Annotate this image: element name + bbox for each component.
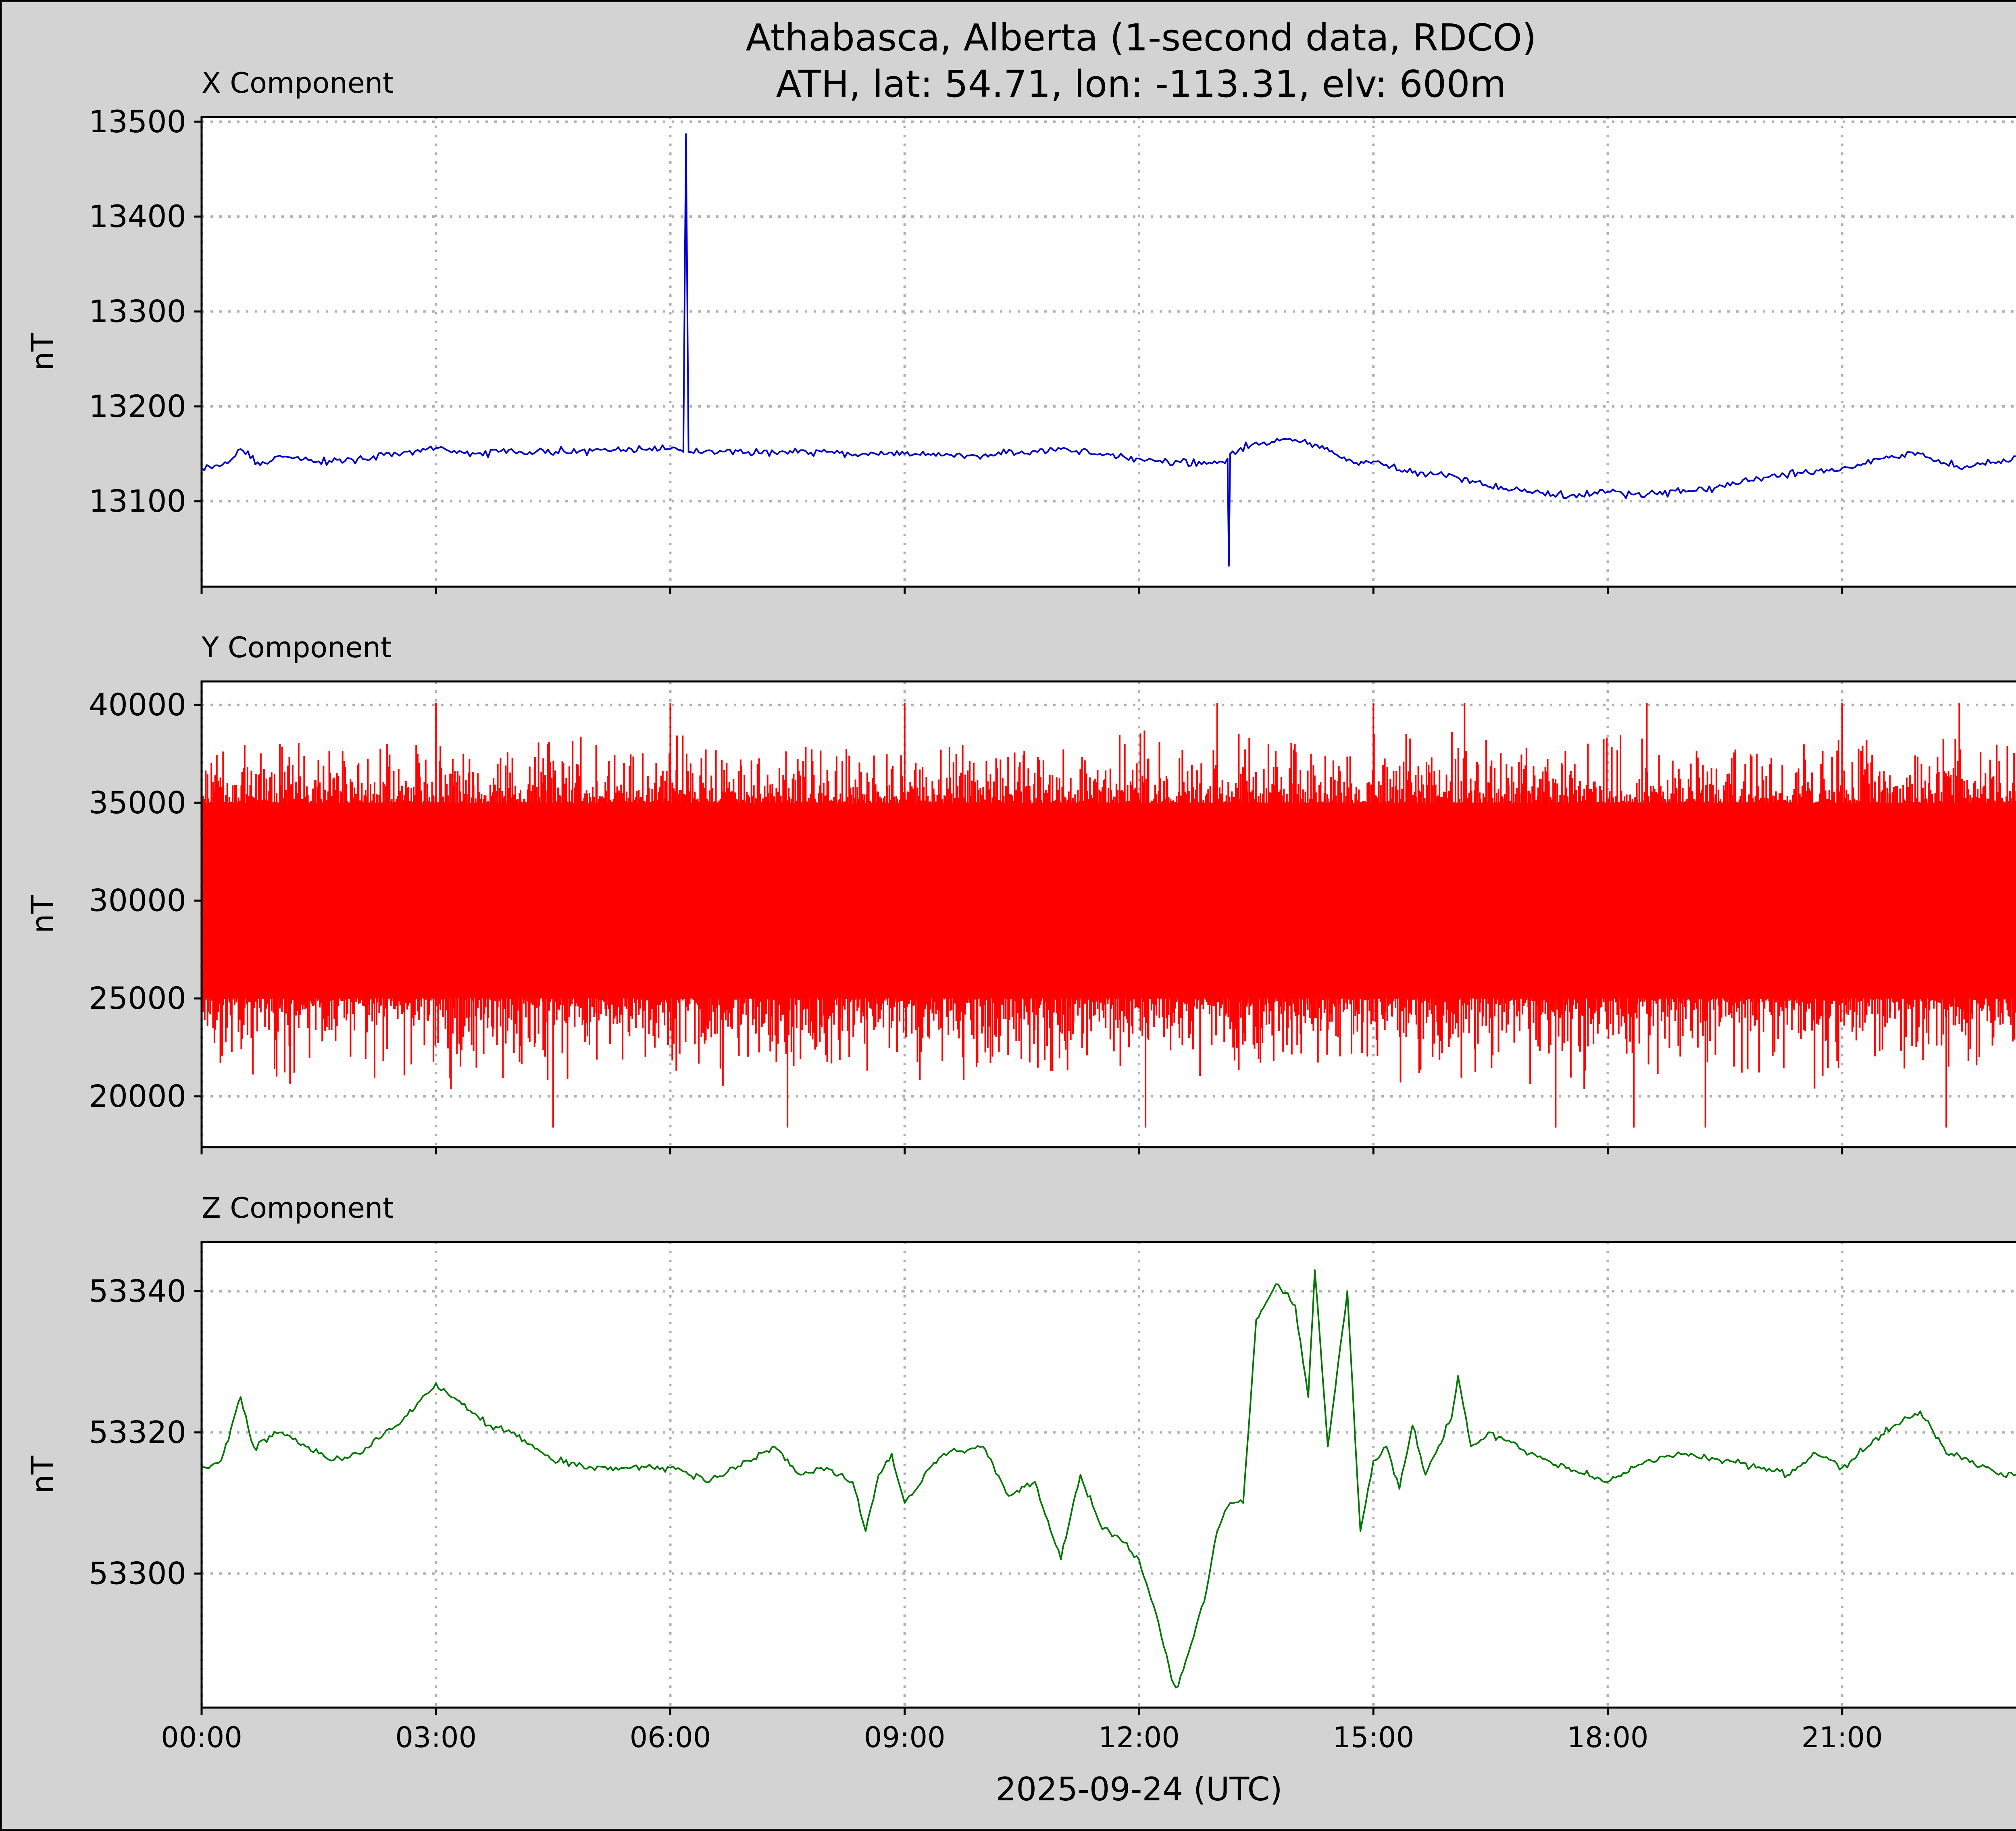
- y-axis-label: nT: [25, 1456, 60, 1494]
- y-tick-label: 25000: [89, 980, 186, 1016]
- x-tick-label: 09:00: [864, 1721, 946, 1754]
- x-tick-label: 21:00: [1801, 1721, 1883, 1754]
- panel-title: Z Component: [202, 1192, 394, 1225]
- y-tick-label: 53300: [89, 1556, 186, 1591]
- x-tick-label: 00:00: [161, 1721, 242, 1754]
- y-axis-label: nT: [25, 895, 60, 933]
- y-tick-label: 13500: [89, 104, 186, 140]
- plot-area: [202, 117, 2016, 587]
- y-tick-label: 30000: [89, 883, 186, 919]
- figure-title-line2: ATH, lat: 54.71, lon: -113.31, elv: 600m: [776, 62, 1506, 106]
- y-tick-label: 13400: [89, 198, 186, 234]
- panel-title: Y Component: [201, 631, 392, 664]
- x-tick-label: 15:00: [1333, 1721, 1414, 1754]
- panel-1: 20000 25000 30000 35000 40000 Y Component nT: [25, 631, 2016, 1154]
- plot-area: [202, 1242, 2016, 1708]
- y-tick-label: 20000: [89, 1078, 186, 1114]
- series-group: [202, 1269, 2016, 1689]
- y-tick-label: 13100: [89, 483, 186, 519]
- panel-0: 13100 13200 13300 13400 13500 X Component nT: [25, 67, 2016, 594]
- panel-title: X Component: [202, 67, 394, 100]
- y-tick-label: 13200: [89, 388, 186, 424]
- series-group: [202, 703, 2016, 1128]
- series-line: [202, 1269, 2016, 1689]
- y-axis-label: nT: [25, 333, 60, 371]
- y-tick-label: 40000: [89, 687, 186, 723]
- series-line: [202, 133, 2016, 567]
- x-tick-label: 18:00: [1567, 1721, 1649, 1754]
- x-axis-label: 2025-09-24 (UTC): [996, 1771, 1282, 1808]
- figure-title-line1: Athabasca, Alberta (1-second data, RDCO): [746, 16, 1536, 59]
- y-tick-label: 35000: [89, 785, 186, 821]
- x-tick-label: 12:00: [1098, 1721, 1180, 1754]
- panel-2: 53300 53320 53340 00:00 03:00 06:00 09:00 12:00…: [25, 1192, 2016, 1754]
- x-tick-label: 06:00: [630, 1721, 711, 1754]
- x-tick-label: 03:00: [395, 1721, 477, 1754]
- y-tick-label: 53320: [89, 1414, 186, 1450]
- y-tick-label: 13300: [89, 293, 186, 329]
- y-tick-label: 53340: [89, 1273, 186, 1309]
- series-group: [202, 133, 2016, 567]
